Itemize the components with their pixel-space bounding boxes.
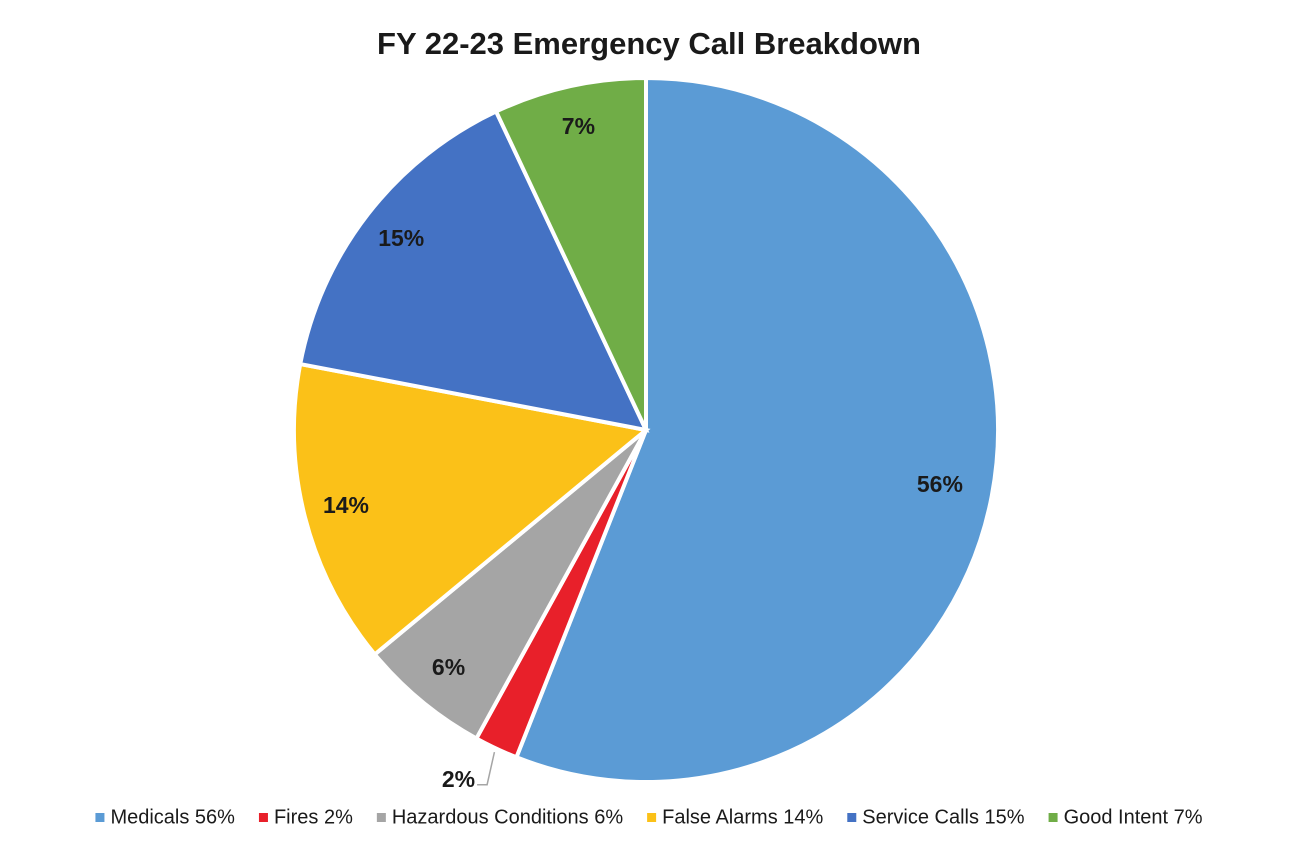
pie-slice [493,75,648,431]
legend-marker [847,813,857,822]
data-label: 14% [323,492,369,518]
pie-slice [297,108,650,433]
leader-line [477,751,496,786]
pie-slice [513,75,1000,784]
legend-label: Service Calls 15% [862,806,1025,828]
data-label: 2% [442,766,475,792]
data-label: 7% [562,113,595,139]
legend-marker [376,813,386,822]
pie-slice [292,361,651,658]
legend-marker [647,813,657,822]
legend-marker [1048,813,1058,822]
pie: 56% 2% 6% 14% 15% 7% [292,75,1000,792]
legend-marker [258,813,268,822]
legend-marker [95,813,105,822]
legend-label: False Alarms 14% [662,806,823,828]
data-label: 15% [378,225,424,251]
legend-label: Hazardous Conditions 6% [392,806,623,828]
data-label: 56% [917,471,963,497]
legend-label: Good Intent 7% [1064,806,1203,828]
data-label: 6% [432,654,465,680]
legend-label: Medicals 56% [110,806,235,828]
pie-slice [371,428,648,742]
legend: Medicals 56% Fires 2% Hazardous Conditions… [95,806,1203,828]
legend-label: Fires 2% [274,806,353,828]
chart-title: FY 22-23 Emergency Call Breakdown [377,26,921,61]
